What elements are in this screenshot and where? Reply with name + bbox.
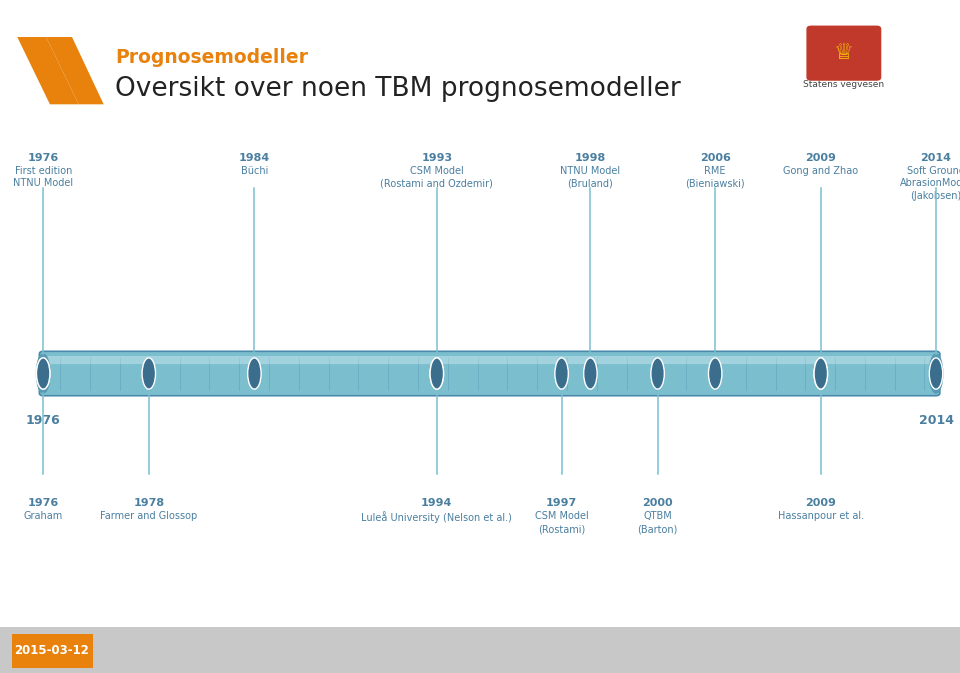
- Text: 1998: 1998: [575, 153, 606, 163]
- Ellipse shape: [708, 358, 722, 389]
- Text: Büchi: Büchi: [241, 166, 268, 176]
- Text: CSM Model
(Rostami and Ozdemir): CSM Model (Rostami and Ozdemir): [380, 166, 493, 188]
- Ellipse shape: [929, 354, 943, 393]
- Text: 2009: 2009: [805, 153, 836, 163]
- Ellipse shape: [651, 358, 664, 389]
- Ellipse shape: [555, 358, 568, 389]
- Text: QTBM
(Barton): QTBM (Barton): [637, 511, 678, 534]
- Text: First edition
NTNU Model: First edition NTNU Model: [13, 166, 73, 188]
- FancyBboxPatch shape: [806, 26, 881, 81]
- Text: ♕: ♕: [834, 43, 853, 63]
- Polygon shape: [17, 37, 79, 104]
- Text: 2014: 2014: [921, 153, 951, 163]
- Text: 2014: 2014: [919, 414, 953, 427]
- Text: 2006: 2006: [700, 153, 731, 163]
- Text: Soft Ground
AbrasionModel
(Jakobsen): Soft Ground AbrasionModel (Jakobsen): [900, 166, 960, 201]
- Text: 1997: 1997: [546, 498, 577, 508]
- Text: Hassanpour et al.: Hassanpour et al.: [778, 511, 864, 522]
- Text: Luleå University (Nelson et al.): Luleå University (Nelson et al.): [361, 511, 513, 524]
- Text: 2015-03-12: 2015-03-12: [14, 644, 89, 658]
- Text: 1984: 1984: [239, 153, 270, 163]
- Text: Gong and Zhao: Gong and Zhao: [783, 166, 858, 176]
- Ellipse shape: [36, 354, 50, 393]
- Text: Farmer and Glossop: Farmer and Glossop: [100, 511, 198, 522]
- Text: CSM Model
(Rostami): CSM Model (Rostami): [535, 511, 588, 534]
- Ellipse shape: [142, 358, 156, 389]
- Ellipse shape: [430, 358, 444, 389]
- Ellipse shape: [814, 358, 828, 389]
- Text: 1993: 1993: [421, 153, 452, 163]
- Text: 2009: 2009: [805, 498, 836, 508]
- Text: RME
(Bieniawski): RME (Bieniawski): [685, 166, 745, 188]
- Ellipse shape: [584, 358, 597, 389]
- Ellipse shape: [248, 358, 261, 389]
- Ellipse shape: [430, 358, 444, 389]
- Polygon shape: [46, 37, 104, 104]
- Text: Statens vegvesen: Statens vegvesen: [804, 79, 884, 89]
- Text: 1978: 1978: [133, 498, 164, 508]
- Text: Prognosemodeller: Prognosemodeller: [115, 48, 308, 67]
- Ellipse shape: [929, 358, 943, 389]
- Ellipse shape: [36, 358, 50, 389]
- Text: 1976: 1976: [28, 153, 59, 163]
- Text: 1994: 1994: [421, 498, 452, 508]
- Text: Graham: Graham: [24, 511, 62, 522]
- FancyBboxPatch shape: [39, 351, 940, 396]
- Ellipse shape: [36, 358, 50, 389]
- Text: NTNU Model
(Bruland): NTNU Model (Bruland): [561, 166, 620, 188]
- Bar: [0, 627, 960, 673]
- Bar: [12, 634, 93, 668]
- FancyBboxPatch shape: [42, 356, 937, 364]
- Text: 1976: 1976: [28, 498, 59, 508]
- Text: Oversikt over noen TBM prognosemodeller: Oversikt over noen TBM prognosemodeller: [115, 76, 681, 102]
- Ellipse shape: [814, 358, 828, 389]
- Text: 2000: 2000: [642, 498, 673, 508]
- Text: 1976: 1976: [26, 414, 60, 427]
